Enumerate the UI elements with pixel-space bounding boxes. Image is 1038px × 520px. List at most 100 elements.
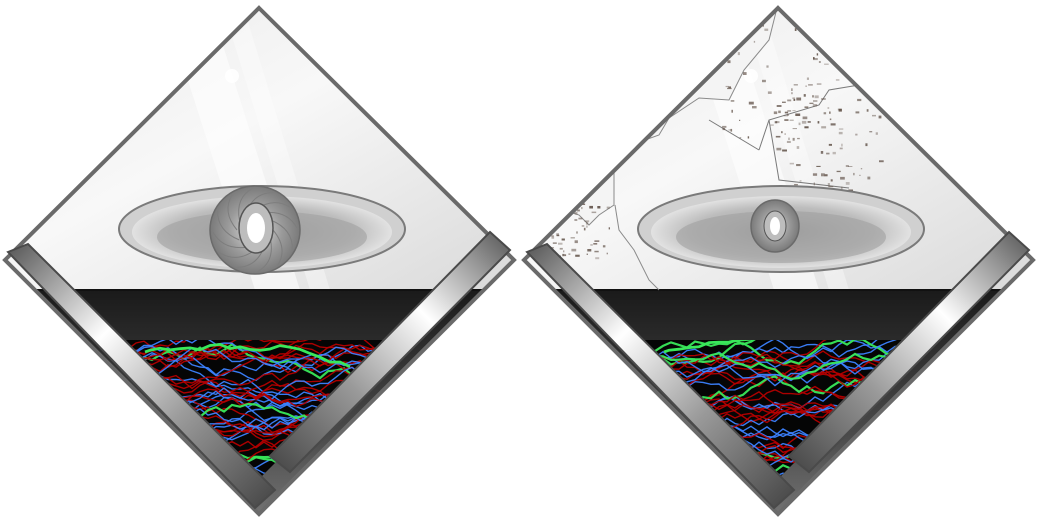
map-stain	[830, 179, 833, 182]
map-stain	[869, 131, 873, 133]
diamond-interior	[524, 8, 1033, 514]
map-stain	[722, 128, 726, 131]
map-stain	[773, 111, 778, 115]
map-stain	[762, 79, 766, 83]
map-stain	[565, 209, 568, 213]
map-stain	[551, 235, 554, 237]
diamond-frame	[2, 5, 517, 517]
map-stain	[784, 133, 786, 135]
map-stain	[817, 121, 820, 124]
map-stain	[550, 204, 554, 207]
map-stain	[821, 126, 827, 129]
map-stain	[789, 162, 794, 165]
map-stain	[784, 119, 789, 121]
map-stain	[594, 240, 600, 242]
map-stain	[803, 94, 806, 97]
wave-line	[641, 341, 917, 368]
map-stain	[809, 102, 814, 104]
map-stain	[575, 254, 580, 257]
map-stain	[737, 52, 740, 56]
iris-blade	[272, 229, 283, 266]
map-stain	[782, 101, 786, 103]
map-stain	[868, 90, 872, 93]
map-stain	[816, 53, 819, 56]
wave-line	[641, 340, 917, 360]
map-stain	[591, 211, 597, 214]
map-stain	[804, 106, 809, 108]
map-stain	[546, 201, 550, 203]
wave-line	[122, 340, 398, 357]
map-stain	[770, 124, 774, 126]
map-stain	[727, 60, 731, 64]
wave-line	[122, 340, 398, 369]
map-stain	[540, 215, 542, 218]
map-stain	[571, 248, 577, 252]
map-stain	[820, 151, 824, 154]
map-stain	[730, 128, 733, 132]
map-stain	[860, 168, 863, 170]
map-stain	[764, 28, 769, 31]
map-stain	[796, 146, 800, 149]
map-stain	[812, 104, 818, 107]
map-stain	[859, 174, 861, 176]
map-stain	[841, 143, 843, 147]
map-stain	[590, 244, 593, 246]
iris-blade	[212, 231, 247, 249]
map-stain	[812, 95, 814, 98]
map-stain	[840, 186, 843, 190]
map-stain	[796, 97, 802, 101]
map-stain	[766, 65, 769, 68]
map-stain	[775, 135, 781, 138]
map-stain	[865, 143, 868, 147]
map-stain	[602, 245, 606, 248]
chrome-bar-left	[6, 242, 277, 510]
map-stain	[726, 30, 729, 32]
map-stain	[731, 109, 733, 113]
map-stain	[782, 149, 787, 152]
map-stain	[801, 120, 807, 124]
map-stain	[845, 165, 849, 167]
map-stain	[581, 225, 585, 227]
map-stain	[793, 99, 796, 101]
map-stain	[847, 166, 853, 167]
diamond-interior	[5, 8, 514, 514]
map-stain	[839, 147, 843, 150]
map-stain	[830, 123, 836, 126]
iris-blade	[256, 239, 272, 273]
map-stain	[820, 32, 824, 35]
map-stain	[774, 121, 778, 124]
pupil	[770, 217, 780, 235]
map-stain	[563, 250, 565, 253]
wave-line	[641, 352, 917, 380]
map-stain	[562, 253, 565, 257]
diamond-frame	[521, 5, 1036, 517]
eye-icon	[637, 185, 925, 273]
map-stain	[855, 133, 858, 136]
wave-line	[122, 344, 398, 367]
map-stain	[821, 98, 826, 100]
map-stain	[813, 57, 815, 60]
map-stain	[578, 217, 583, 220]
wave-line	[641, 354, 917, 380]
map-stain	[568, 253, 571, 255]
panel-left	[2, 5, 517, 517]
map-stain	[552, 215, 554, 218]
map-stain	[747, 136, 750, 139]
map-stain	[792, 110, 796, 112]
map-stain	[784, 111, 789, 114]
map-stain	[872, 114, 876, 117]
map-stain	[789, 119, 794, 121]
map-stain	[571, 206, 573, 210]
glare-dot	[225, 69, 239, 83]
map-stain	[814, 95, 819, 99]
map-stain	[608, 227, 610, 230]
map-stain	[728, 86, 731, 89]
map-stain	[833, 59, 836, 61]
map-stain	[832, 151, 836, 155]
chrome-bar-right	[787, 230, 1031, 474]
iris-blade	[217, 210, 240, 241]
wave-line	[641, 340, 917, 382]
map-stain	[806, 77, 809, 80]
map-stain	[813, 100, 818, 102]
wave-ridge	[663, 340, 870, 354]
